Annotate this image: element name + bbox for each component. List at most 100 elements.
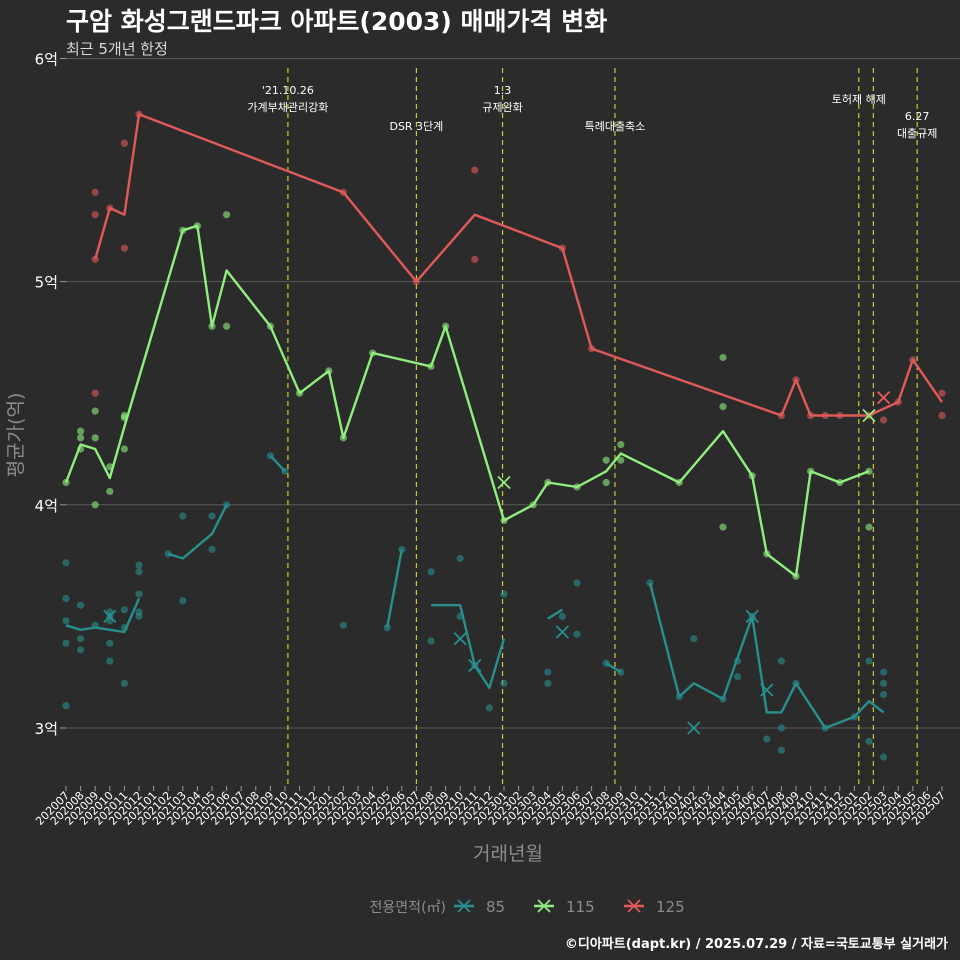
data-point-85 — [880, 753, 888, 761]
data-point-85 — [602, 659, 610, 667]
data-point-125 — [558, 244, 567, 252]
data-point-125 — [120, 244, 128, 252]
event-label: 6.27 — [905, 110, 930, 123]
data-point-115 — [77, 445, 85, 453]
y-tick-label: 6억 — [35, 50, 58, 68]
data-point-85 — [880, 668, 888, 676]
data-point-115 — [836, 478, 844, 487]
data-point-85 — [120, 606, 128, 614]
x-marker-85 — [745, 609, 759, 624]
data-point-85 — [62, 594, 70, 603]
data-point-115 — [617, 456, 625, 464]
x-marker-85 — [760, 683, 774, 697]
data-point-125 — [938, 411, 946, 420]
data-point-115 — [748, 472, 756, 480]
data-point-85 — [573, 579, 581, 587]
footer-credit: ©디아파트(dapt.kr) / 2025.07.29 / 자료=국토교통부 실… — [564, 937, 948, 952]
data-point-85 — [880, 690, 888, 699]
data-point-85 — [880, 679, 888, 687]
series-line-85 — [648, 582, 885, 730]
y-tick-label: 5억 — [35, 274, 58, 292]
data-point-115 — [602, 456, 610, 464]
series-points — [62, 110, 946, 761]
data-point-125 — [339, 188, 347, 196]
data-point-125 — [91, 389, 99, 397]
y-axis: 3억 4억 5억 6억 — [35, 50, 66, 738]
data-point-125 — [894, 398, 902, 406]
x-marker-85 — [103, 609, 117, 624]
legend-label: 125 — [656, 898, 685, 916]
data-point-85 — [850, 713, 859, 721]
y-tick-label: 4억 — [35, 497, 58, 515]
event-label: DSR 3단계 — [389, 120, 443, 133]
x-marker-115 — [862, 408, 876, 423]
data-point-125 — [880, 416, 888, 424]
data-point-85 — [821, 724, 829, 732]
data-point-85 — [719, 695, 727, 703]
data-point-115 — [865, 467, 873, 475]
data-point-115 — [325, 367, 333, 375]
data-point-125 — [135, 110, 143, 118]
data-point-85 — [135, 612, 143, 620]
data-point-115 — [91, 501, 99, 509]
data-point-85 — [500, 590, 508, 598]
data-point-85 — [763, 735, 771, 743]
data-point-115 — [77, 434, 85, 442]
data-point-125 — [120, 139, 128, 147]
data-point-85 — [62, 702, 70, 710]
y-axis-title: 평균가(억) — [5, 393, 27, 478]
data-point-125 — [412, 278, 420, 286]
data-point-125 — [807, 411, 815, 420]
data-point-85 — [266, 452, 274, 460]
data-point-115 — [106, 487, 114, 496]
legend-swatch-marker — [627, 899, 641, 913]
data-point-115 — [106, 463, 114, 471]
data-point-85 — [792, 679, 800, 687]
x-marker-85 — [468, 658, 482, 673]
data-point-85 — [777, 657, 786, 665]
legend-title: 전용면적(㎡) — [370, 900, 446, 916]
series-line-85 — [65, 598, 141, 634]
data-point-85 — [223, 501, 231, 509]
legend-label: 85 — [486, 898, 505, 916]
data-point-125 — [91, 188, 99, 196]
data-point-115 — [179, 226, 187, 234]
series-lines — [64, 113, 943, 730]
data-point-115 — [807, 467, 815, 475]
data-point-125 — [909, 356, 917, 364]
data-point-85 — [544, 679, 552, 687]
x-marker-125 — [876, 391, 891, 405]
event-label: 대출규제 — [897, 127, 937, 140]
data-point-85 — [77, 601, 85, 609]
data-point-85 — [777, 724, 786, 732]
chart-title: 구암 화성그랜드파크 아파트(2003) 매매가격 변화 — [66, 7, 608, 36]
data-point-85 — [690, 635, 698, 643]
data-point-85 — [179, 512, 187, 520]
data-point-115 — [339, 434, 347, 442]
data-point-85 — [62, 617, 70, 625]
x-axis: 2020072020082020092020102020112020122021… — [33, 786, 948, 828]
series-line-85 — [167, 504, 228, 560]
data-point-85 — [135, 590, 143, 598]
event-label: 토허제 해제 — [832, 92, 886, 106]
data-point-85 — [675, 693, 683, 701]
data-point-125 — [471, 255, 479, 263]
data-point-115 — [675, 478, 683, 487]
data-point-85 — [383, 623, 391, 632]
data-point-85 — [164, 550, 172, 558]
data-point-115 — [91, 434, 99, 442]
data-point-115 — [602, 478, 610, 487]
data-point-85 — [456, 612, 464, 620]
data-point-85 — [77, 646, 85, 654]
data-point-85 — [208, 545, 216, 554]
x-marker-85 — [453, 632, 467, 646]
data-point-115 — [208, 322, 216, 330]
data-point-85 — [281, 467, 289, 475]
legend-label: 115 — [566, 898, 595, 916]
data-point-115 — [62, 478, 70, 487]
data-point-115 — [865, 523, 873, 531]
data-point-115 — [223, 322, 231, 330]
data-point-115 — [369, 349, 377, 357]
legend-swatch-marker — [457, 899, 471, 913]
